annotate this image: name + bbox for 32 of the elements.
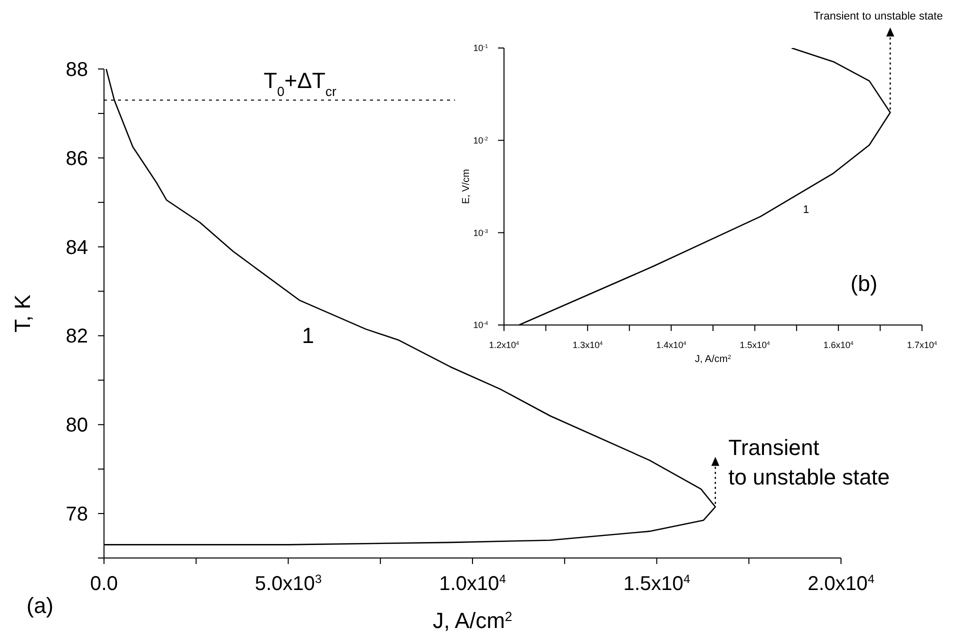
x-tick-label: 1.7x10$^{4}$ bbox=[906, 340, 938, 350]
annotation: 1 bbox=[802, 204, 810, 216]
x-tick-label: 1.3x10$^{4}$ bbox=[572, 340, 603, 350]
x-tick-label: 1.4x10$^{4}$ bbox=[656, 340, 686, 350]
x-tick-label: 1.5x10$^{4}$ bbox=[740, 340, 770, 350]
x-tick-label: 5.0x10$^{3}$ bbox=[254, 572, 322, 595]
annotation: 1 bbox=[302, 323, 314, 348]
annotation: Transient to unstable state bbox=[814, 10, 943, 23]
x-tick-label: 1.6x10$^{4}$ bbox=[823, 340, 854, 350]
y-tick-label: 10$^{-2}$ bbox=[473, 135, 488, 146]
y-tick-label: 84 bbox=[66, 236, 88, 259]
x-axis-title: J, A/cm$^{2}$ bbox=[432, 608, 512, 633]
y-tick-label: 78 bbox=[66, 504, 88, 526]
x-tick-label: 0.0 bbox=[90, 573, 118, 595]
x-tick-label: 1.2x10$^{4}$ bbox=[488, 340, 520, 350]
y-tick-label: 82 bbox=[66, 326, 88, 348]
y-tick-label: 10$^{-4}$ bbox=[473, 320, 488, 330]
text: (a) bbox=[26, 593, 54, 618]
y-tick-label: 88 bbox=[66, 59, 88, 81]
y-tick-label: 80 bbox=[66, 414, 88, 437]
x-tick-label: 1.0x10$^{4}$ bbox=[439, 572, 506, 595]
y-tick-label: 86 bbox=[66, 148, 88, 170]
x-tick-label: 1.5x10$^{4}$ bbox=[623, 572, 690, 595]
ref-line-label: T$_{0}$+ΔT$_{cr}$ bbox=[264, 68, 337, 99]
x-axis-title: J, A/cm$^{2}$ bbox=[694, 354, 732, 365]
x-tick-label: 2.0x10$^{4}$ bbox=[808, 572, 875, 595]
annotation: Transient to unstable state bbox=[728, 434, 890, 490]
y-tick-label: 10$^{-1}$ bbox=[473, 43, 488, 54]
annotation: (b) bbox=[850, 271, 878, 296]
y-tick-label: 10$^{-3}$ bbox=[473, 228, 488, 238]
y-axis-title: T, K bbox=[10, 294, 35, 332]
y-axis-title: E, V/cm bbox=[461, 168, 472, 204]
